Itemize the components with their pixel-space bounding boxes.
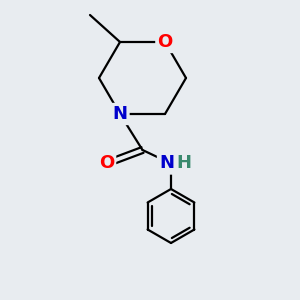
Text: O: O [158,33,172,51]
Text: H: H [176,154,191,172]
Text: N: N [159,154,174,172]
Text: N: N [112,105,128,123]
Text: O: O [99,154,114,172]
